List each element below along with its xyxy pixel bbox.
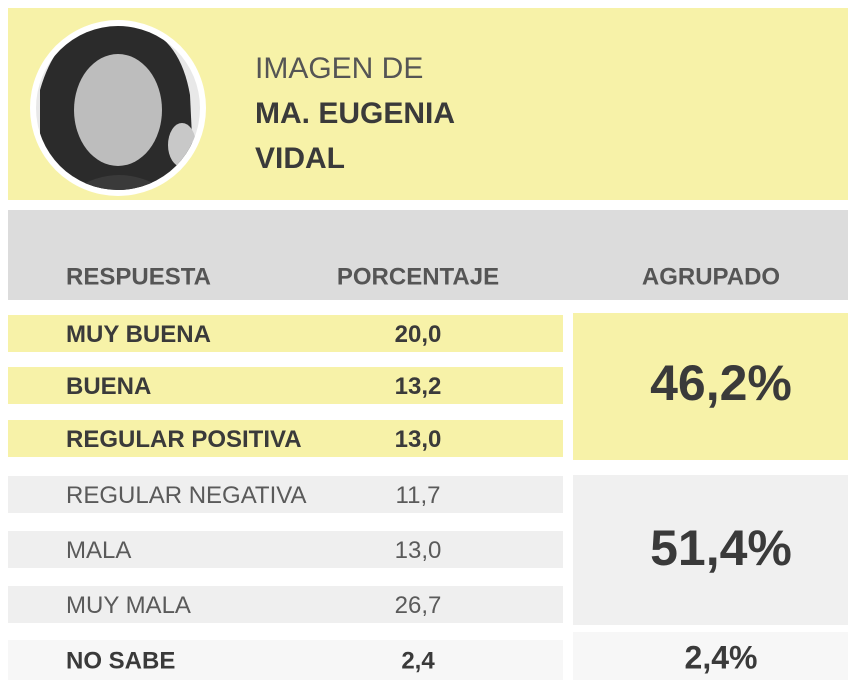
row-label: MUY BUENA	[66, 321, 211, 348]
row-value: 13,0	[395, 426, 442, 453]
row-label: BUENA	[66, 373, 151, 400]
row-label: NO SABE	[66, 647, 175, 674]
column-header: RESPUESTA	[66, 263, 211, 290]
header-name: VIDAL	[255, 142, 345, 175]
row-value: 13,0	[395, 537, 442, 564]
row-value: 26,7	[395, 592, 442, 619]
row-label: MUY MALA	[66, 592, 191, 619]
row-value: 2,4	[401, 647, 435, 674]
group-value: 2,4%	[685, 639, 758, 675]
row-value: 11,7	[396, 482, 441, 509]
group-value: 51,4%	[650, 520, 792, 576]
header-name: MA. EUGENIA	[255, 97, 455, 130]
row-value: 20,0	[395, 321, 442, 348]
group-value: 46,2%	[650, 355, 792, 411]
row-value: 13,2	[395, 373, 442, 400]
column-header: AGRUPADO	[642, 263, 780, 290]
row-label: REGULAR POSITIVA	[66, 426, 302, 453]
row-label: MALA	[66, 537, 131, 564]
row-label: REGULAR NEGATIVA	[66, 482, 307, 509]
column-header: PORCENTAJE	[337, 263, 499, 290]
infographic: IMAGEN DE MA. EUGENIA VIDAL RESPUESTA PO…	[0, 0, 849, 680]
header-line: IMAGEN DE	[255, 52, 423, 85]
